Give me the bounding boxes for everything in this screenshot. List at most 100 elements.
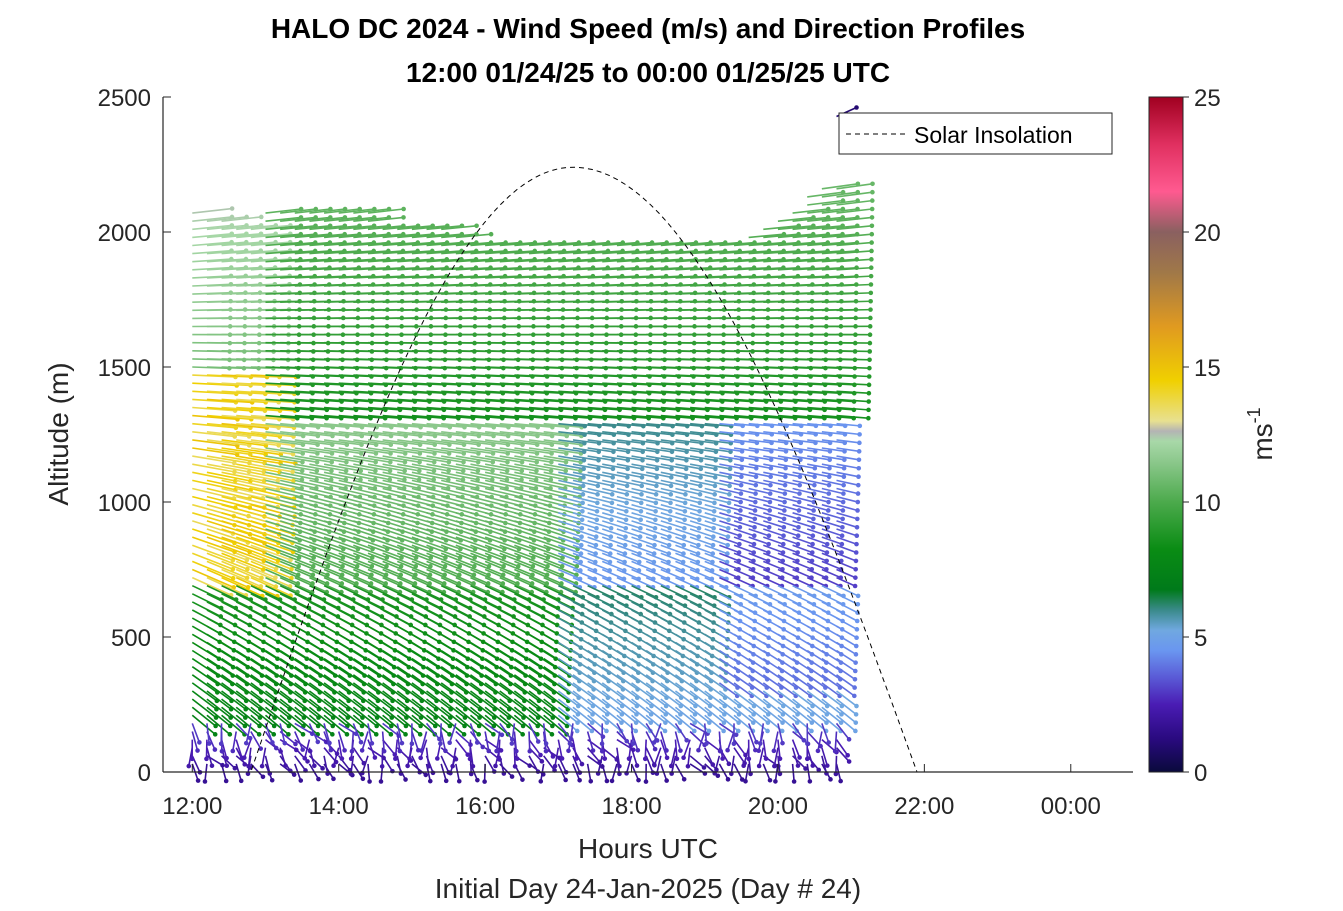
wind-vector-head [227, 732, 233, 737]
wind-vector-head [343, 468, 349, 474]
wind-vector [382, 463, 420, 472]
wind-vector [396, 576, 430, 593]
wind-vector [353, 576, 386, 593]
wind-vector [250, 560, 292, 579]
wind-vector [381, 731, 385, 752]
wind-vector [411, 233, 448, 239]
wind-vector-head [711, 534, 716, 540]
wind-vector [265, 536, 300, 550]
wind-vector [323, 698, 349, 719]
wind-vector [308, 690, 335, 710]
wind-vector [279, 568, 313, 585]
wind-vector-head [624, 500, 629, 506]
wind-vector [250, 414, 294, 420]
wind-vector-head [315, 723, 321, 729]
wind-vector [338, 649, 366, 668]
wind-vector-head [432, 723, 438, 729]
wind-vector-head [367, 779, 372, 784]
wind-vector [192, 447, 238, 456]
wind-vector-head [291, 772, 297, 777]
wind-vector [221, 666, 248, 685]
wind-vector [323, 584, 354, 601]
wind-vector-head [446, 451, 452, 456]
wind-vector-head [527, 748, 533, 754]
wind-vector [206, 657, 234, 677]
wind-vector [382, 544, 417, 559]
wind-vector [353, 422, 392, 429]
wind-vector-head [389, 723, 394, 729]
wind-vector [250, 593, 281, 609]
wind-vector [279, 690, 305, 710]
wind-vector-head [638, 500, 644, 506]
wind-vector-head [476, 732, 482, 737]
wind-vector-head [373, 459, 378, 465]
wind-vector-head [579, 525, 585, 531]
wind-vector-head [325, 555, 331, 560]
wind-vector [382, 479, 419, 490]
wind-vector [294, 414, 327, 420]
wind-vector-head [543, 748, 549, 754]
wind-vector [221, 224, 262, 231]
wind-vector [381, 755, 394, 772]
wind-vector-head [298, 778, 304, 783]
wind-vector-head [726, 509, 732, 514]
wind-vector [265, 657, 292, 677]
wind-vector [294, 560, 328, 576]
wind-vector-head [245, 771, 251, 777]
wind-vector [411, 544, 446, 559]
wind-vector-head [186, 763, 192, 769]
wind-vector-head [608, 525, 614, 531]
wind-vector-head [678, 748, 683, 753]
wind-vector [192, 233, 232, 239]
wind-vector-head [580, 500, 585, 506]
wind-vector-head [373, 451, 379, 456]
wind-vector [338, 714, 363, 735]
wind-vector-head [698, 483, 703, 489]
wind-vector [353, 258, 389, 263]
wind-vector-head [643, 779, 649, 784]
wind-vector-head [450, 763, 455, 769]
wind-vector-head [231, 460, 237, 466]
wind-vector [236, 487, 278, 500]
wind-vector-head [286, 723, 292, 729]
wind-vector-head [579, 517, 585, 523]
wind-vector-head [331, 763, 336, 769]
wind-vector [338, 593, 368, 609]
wind-vector [221, 560, 262, 579]
wind-vector-head [273, 575, 278, 580]
wind-vector [294, 731, 304, 750]
wind-vector [294, 568, 328, 585]
wind-vector [294, 431, 333, 437]
wind-vector [338, 471, 376, 481]
wind-vector [324, 258, 359, 263]
wind-vector-head [402, 477, 407, 482]
wind-vector-head [311, 555, 316, 560]
wind-vector-head [625, 475, 630, 480]
wind-vector [337, 739, 343, 759]
wind-vector-head [710, 542, 716, 548]
wind-vector [221, 657, 248, 677]
wind-vector [397, 266, 433, 271]
wind-vector-head [244, 575, 250, 581]
wind-vector-head [271, 732, 277, 737]
wind-vector [235, 747, 246, 765]
wind-vector [367, 649, 395, 668]
wind-vector [309, 576, 342, 593]
wind-vector [367, 552, 402, 567]
wind-vector [261, 747, 267, 767]
wind-vector-head [488, 231, 494, 237]
wind-vector [411, 682, 437, 702]
wind-vector [337, 731, 346, 751]
wind-vector-head [667, 517, 673, 523]
wind-vector [338, 666, 365, 685]
wind-vector [221, 390, 266, 395]
wind-vector-head [696, 747, 701, 753]
wind-vector [265, 674, 291, 694]
wind-vector-head [642, 756, 648, 762]
wind-vector-head [273, 745, 279, 751]
wind-vector [367, 666, 394, 685]
wind-vector [221, 216, 262, 222]
wind-vector-head [726, 500, 732, 506]
wind-vector [206, 649, 234, 668]
wind-vector [308, 666, 336, 685]
